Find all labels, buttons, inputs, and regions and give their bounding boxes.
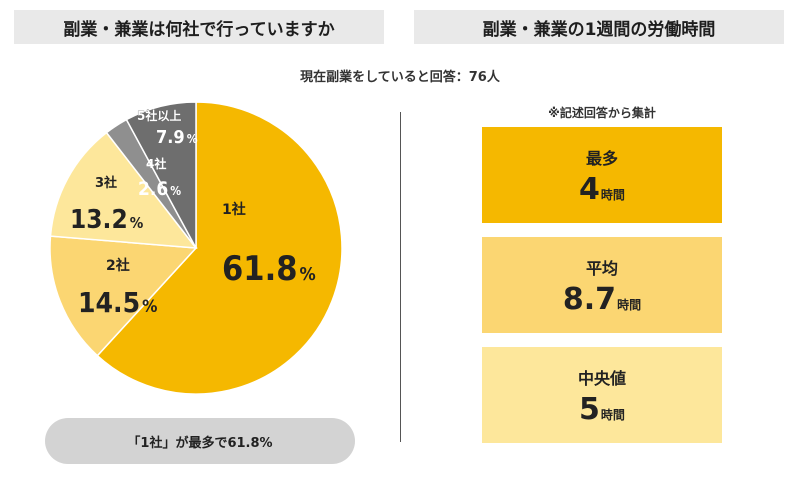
stat-label-max: 最多 — [585, 149, 618, 168]
slice-value-number-3: 13.2 — [70, 205, 128, 235]
slice-label-value-4: 2.6% — [138, 178, 181, 200]
slice-label-value-2: 14.5% — [78, 286, 157, 319]
pie-chart: 1社 61.8 % 2社 14.5 % 3社 13.2 % 4社 2.6 % 5社以上 7.9% — [49, 101, 343, 395]
chart-caption: 「1社」が最多で61.8% — [45, 418, 355, 464]
slice-value-number-1: 61.8 — [222, 249, 297, 289]
stat-label-median: 中央値 — [577, 369, 626, 388]
aggregation-note: ※記述回答から集計 — [548, 106, 656, 120]
section-divider — [400, 112, 401, 442]
slice-value-number-5: 7.9 — [156, 127, 185, 148]
pie-slice-2 — [49, 235, 198, 357]
right-chart-title: 副業・兼業の1週間の労働時間 — [414, 10, 784, 44]
slice-label-name-1: 1社 — [222, 201, 246, 218]
stat-box-median: 中央値 5 時間 — [482, 347, 722, 443]
slice-value-unit-4: % — [170, 184, 181, 198]
slice-value-unit-1: % — [299, 264, 315, 285]
stat-label-average: 平均 — [585, 259, 618, 278]
stat-value-median: 5 — [579, 392, 600, 427]
slice-label-name-4: 4社 — [146, 156, 166, 171]
stat-box-average: 平均 8.7 時間 — [482, 237, 722, 333]
pie-slice-5 — [125, 101, 197, 249]
pie-labels: 1社 61.8 % 2社 14.5 % 3社 13.2 % 4社 2.6 % 5社以上 7.9% — [70, 108, 316, 319]
slice-label-name-5: 5社以上 — [137, 108, 181, 123]
pie-slice-3 — [49, 131, 198, 249]
stat-box-max: 最多 4 時間 — [482, 127, 722, 223]
slice-value-number-2: 14.5 — [78, 286, 140, 319]
pie-slice-1 — [96, 101, 343, 395]
slice-label-value-5: 7.9% — [156, 127, 198, 148]
slice-value-unit-2: % — [142, 297, 157, 317]
slice-label-value-3: 13.2% — [70, 205, 144, 235]
slice-value-unit-5: % — [187, 132, 198, 146]
slice-value-number-4: 2.6 — [138, 178, 168, 200]
slice-label-value-1: 61.8% — [222, 249, 316, 289]
stat-unit-median: 時間 — [600, 408, 625, 422]
slice-label-name-2: 2社 — [106, 257, 130, 274]
slice-label-name-3: 3社 — [95, 175, 117, 191]
slice-value-unit-3: % — [130, 214, 144, 232]
stat-unit-average: 時間 — [617, 298, 642, 312]
stat-unit-max: 時間 — [600, 188, 625, 202]
stat-value-average: 8.7 — [562, 282, 617, 317]
left-chart-title: 副業・兼業は何社で行っていますか — [14, 10, 384, 44]
pie-slices — [49, 101, 343, 395]
respondent-count: 現在副業をしていると回答：76人 — [300, 70, 500, 85]
stat-value-max: 4 — [579, 172, 600, 207]
